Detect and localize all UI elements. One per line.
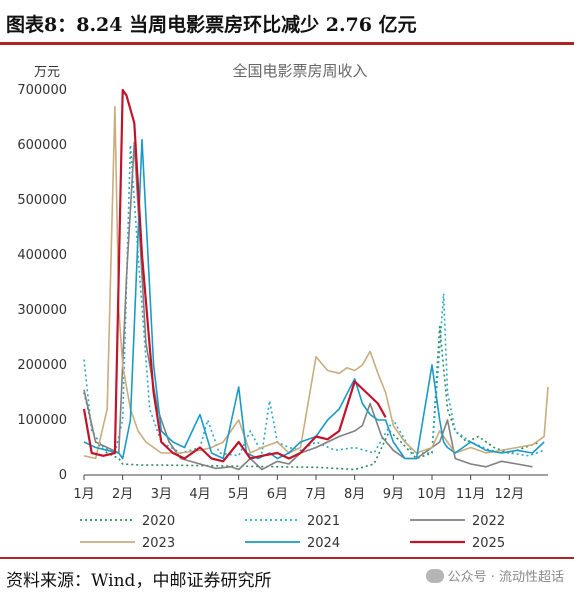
watermark: 公众号 · 流动性超话 [425,566,564,585]
y-axis: 0 100000 200000 300000 400000 500000 600000 700… [17,83,67,483]
series-line-2023 [83,105,549,460]
y-tick-label: 100000 [17,413,67,428]
y-tick-label: 0 [59,468,67,483]
series-line-2025 [82,88,387,463]
watermark-text: 公众号 · 流动性超话 [447,570,564,585]
legend-label-2022: 2022 [472,514,505,529]
figure-header: 图表8：8.24 当周电影票房环比减少 2.76 亿元 [0,0,574,42]
x-tick-label: 11月 [456,487,486,502]
plot-series [82,88,549,471]
y-tick-label: 300000 [17,303,67,318]
x-tick-label: 10月 [417,487,447,502]
x-tick-label: 4月 [189,487,210,502]
legend-label-2023: 2023 [142,536,175,551]
source-note: 资料来源：Wind，中邮证券研究所 [6,571,272,591]
y-tick-label: 700000 [17,83,67,98]
footer-rule [0,557,574,559]
chart-title: 全国电影票房周收入 [232,62,367,80]
legend-label-2020: 2020 [142,514,175,529]
x-tick-label: 9月 [383,487,404,502]
y-tick-label: 200000 [17,358,67,373]
y-tick-label: 400000 [17,248,67,263]
x-tick-label: 5月 [228,487,249,502]
legend-label-2021: 2021 [307,514,340,529]
box-office-chart: 万元 全国电影票房周收入 0 100000 200000 300000 400000 50… [17,62,549,551]
legend: 2020 2021 2022 2023 2024 2025 [80,514,505,551]
legend-label-2024: 2024 [307,536,340,551]
x-tick-label: 6月 [267,487,288,502]
x-tick-label: 8月 [344,487,365,502]
y-axis-unit-label: 万元 [34,65,60,80]
figure-title: 图表8：8.24 当周电影票房环比减少 2.76 亿元 [6,14,417,36]
x-tick-label: 1月 [73,487,94,502]
x-tick-label: 7月 [305,487,326,502]
x-tick-label: 2月 [112,487,133,502]
series-line-2024 [83,138,545,460]
wechat-icon [425,569,444,583]
header-rule [0,42,574,45]
y-tick-label: 600000 [17,138,67,153]
series-line-2021 [83,144,545,457]
legend-label-2025: 2025 [472,536,505,551]
x-axis: 1月 2月 3月 4月 5月 6月 7月 8月 9月 10月 11月 12月 [73,474,548,502]
y-tick-label: 500000 [17,193,67,208]
x-tick-label: 12月 [495,487,525,502]
x-tick-label: 3月 [151,487,172,502]
series-line-2022 [83,141,533,471]
